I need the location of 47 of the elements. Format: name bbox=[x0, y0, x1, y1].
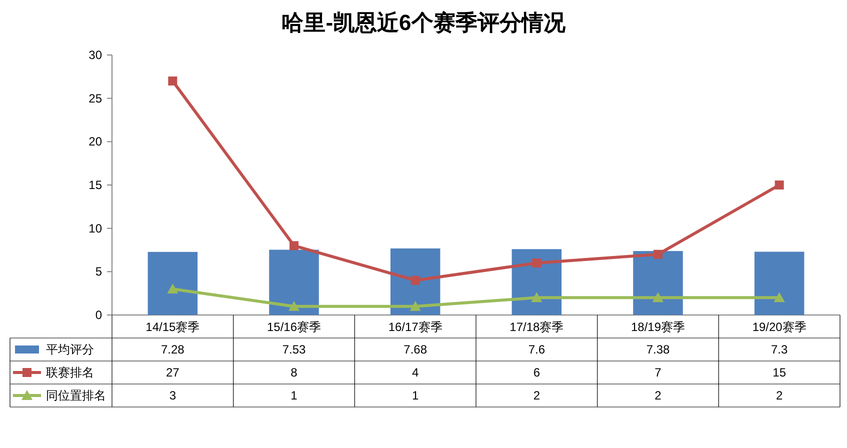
data-label: 1 bbox=[290, 388, 298, 402]
data-label: 2 bbox=[654, 388, 662, 402]
x-tick-label: 17/18赛季 bbox=[510, 320, 564, 334]
x-tick-label: 19/20赛季 bbox=[752, 320, 806, 334]
x-tick-label: 18/19赛季 bbox=[630, 320, 686, 334]
point bbox=[774, 292, 785, 302]
legend-label: 同位置排名 bbox=[46, 388, 106, 402]
point bbox=[167, 284, 178, 294]
point bbox=[410, 300, 421, 311]
point bbox=[168, 76, 178, 86]
point bbox=[654, 250, 662, 259]
data-label: 4 bbox=[412, 366, 419, 380]
y-tick-label: 20 bbox=[88, 134, 102, 149]
point bbox=[290, 241, 298, 250]
y-tick-label: 10 bbox=[88, 221, 102, 236]
data-label: 7.68 bbox=[404, 342, 428, 356]
data-label: 1 bbox=[412, 388, 419, 402]
y-tick-label: 25 bbox=[88, 91, 102, 106]
point bbox=[288, 300, 300, 311]
data-label: 27 bbox=[166, 366, 180, 380]
data-label: 7.38 bbox=[646, 342, 670, 356]
data-label: 2 bbox=[776, 388, 783, 402]
data-label: 15 bbox=[772, 366, 786, 380]
data-label: 7.3 bbox=[770, 342, 788, 356]
data-label: 2 bbox=[533, 388, 540, 402]
data-label: 7.28 bbox=[160, 342, 185, 356]
y-tick-label: 0 bbox=[95, 308, 102, 322]
data-label: 6 bbox=[533, 366, 540, 380]
legend-label: 联赛排名 bbox=[46, 366, 94, 380]
data-label: 7.53 bbox=[282, 342, 306, 356]
chart-title: 哈里-凯恩近6个赛季评分情况 bbox=[282, 10, 566, 35]
data-label: 8 bbox=[290, 366, 298, 380]
y-tick-label: 5 bbox=[95, 264, 102, 279]
x-tick-label: 15/16赛季 bbox=[266, 320, 322, 334]
point bbox=[652, 292, 664, 302]
data-label: 7 bbox=[654, 366, 662, 380]
y-tick-label: 30 bbox=[88, 48, 102, 62]
point bbox=[531, 292, 542, 302]
data-label: 7.6 bbox=[528, 342, 546, 356]
point bbox=[774, 180, 784, 190]
legend-label: 平均评分 bbox=[46, 342, 94, 356]
x-tick-label: 16/17赛季 bbox=[388, 320, 442, 334]
y-tick-label: 15 bbox=[88, 178, 102, 192]
point bbox=[532, 258, 542, 268]
x-tick-label: 14/15赛季 bbox=[146, 320, 200, 334]
data-label: 3 bbox=[169, 388, 176, 402]
point bbox=[410, 276, 420, 285]
